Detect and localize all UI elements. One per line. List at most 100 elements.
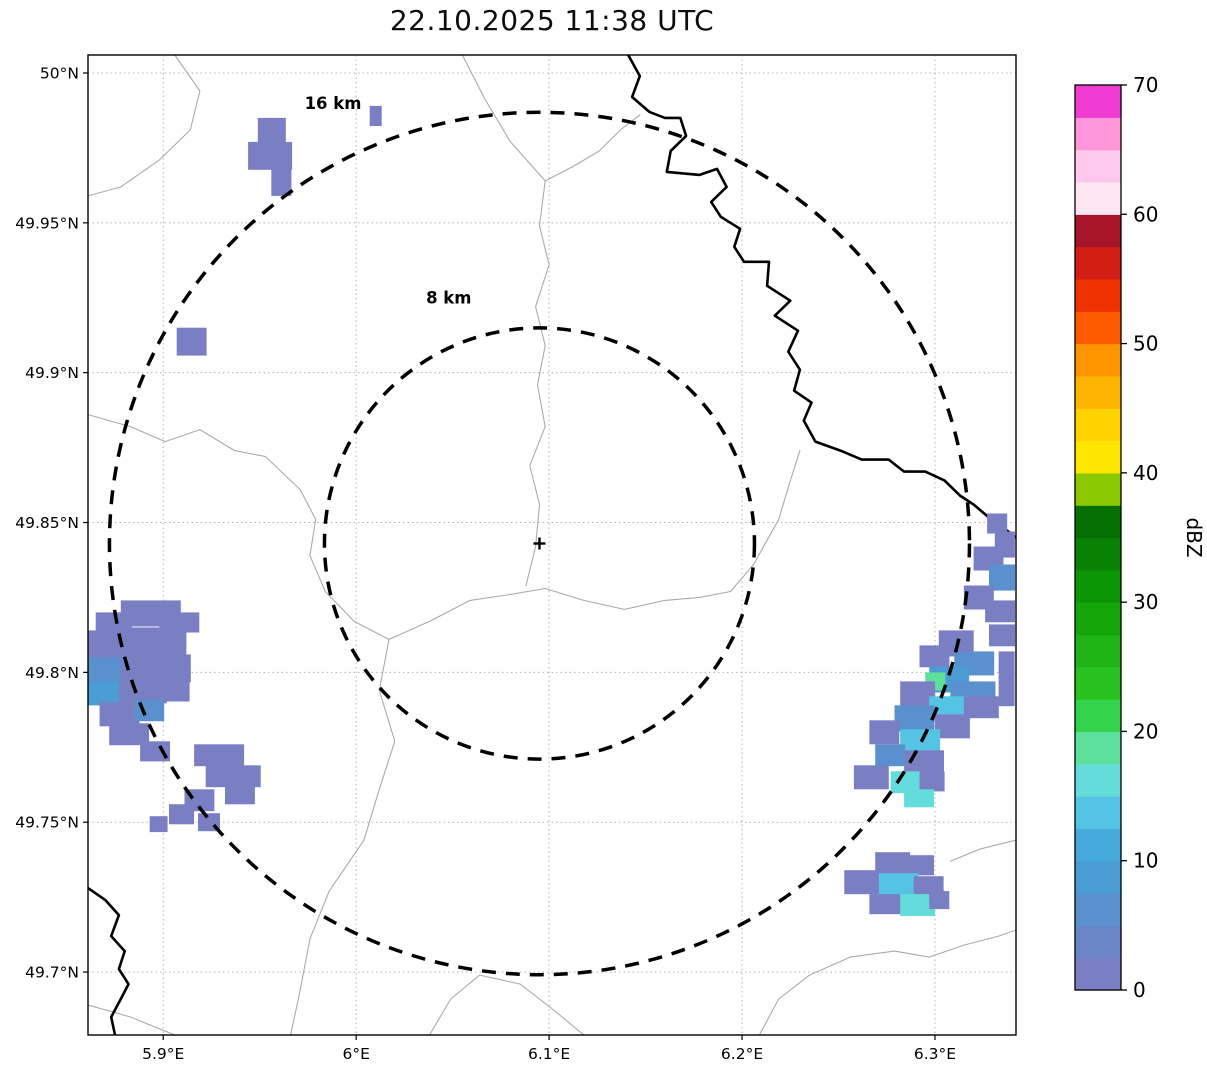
colorbar-segment (1075, 731, 1121, 765)
colorbar-title: dBZ (1182, 517, 1206, 557)
radar-cell (869, 720, 900, 745)
radar-cell (904, 855, 934, 876)
plot-frame (87, 54, 1017, 1036)
border-line-thin (544, 114, 641, 182)
colorbar-tick-label: 30 (1133, 590, 1158, 614)
border-line-thin (388, 450, 801, 640)
colorbar-segment (1075, 666, 1121, 700)
range-rings: 8 km 16 km (107, 94, 972, 977)
border-line-thin (949, 839, 1016, 862)
radar-cell (844, 870, 885, 895)
radar-cell (149, 816, 168, 833)
colorbar-segment (1075, 860, 1121, 894)
x-tick-label: 5.9°E (142, 1045, 184, 1063)
colorbar: 0 10 20 30 40 50 60 70 dBZ (1074, 73, 1206, 1002)
border-line-thick (626, 55, 1016, 539)
colorbar-tick-label: 10 (1133, 849, 1158, 873)
radar-cell (140, 741, 170, 762)
radar-cell (257, 117, 286, 144)
y-tick-label: 49.75°N (15, 814, 79, 832)
colorbar-segment (1075, 925, 1121, 959)
colorbar-segment (1075, 278, 1121, 312)
colorbar-tick-label: 0 (1133, 978, 1146, 1002)
range-ring-label: 8 km (426, 289, 471, 308)
radar-cell (875, 852, 911, 875)
radar-cell (225, 786, 255, 805)
radar-cell (176, 327, 207, 356)
colorbar-segment (1075, 569, 1121, 603)
radar-cell (271, 165, 292, 196)
colorbar-tick-label: 60 (1133, 202, 1158, 226)
colorbar-segment (1075, 149, 1121, 183)
radar-cell (919, 771, 945, 792)
radar-cell (929, 891, 950, 910)
radar-cell (998, 651, 1015, 707)
y-tick-label: 49.8°N (25, 664, 79, 682)
colorbar-segment (1075, 763, 1121, 797)
border-line-thin (758, 929, 1016, 1035)
x-tick-label: 6.1°E (528, 1045, 570, 1063)
radar-cell (369, 105, 382, 126)
radar-cell (149, 675, 190, 702)
colorbar-segment (1075, 537, 1121, 571)
colorbar-segment (1075, 343, 1121, 377)
border-line-thin (88, 1004, 176, 1035)
radar-cell (194, 744, 245, 767)
radar-cell (989, 624, 1015, 647)
colorbar-segment (1075, 828, 1121, 862)
colorbar-segment (1075, 408, 1121, 442)
range-ring (322, 326, 757, 761)
radar-cell (853, 765, 889, 790)
radar-cell (935, 714, 970, 739)
range-ring-label: 16 km (305, 94, 362, 113)
x-tick-label: 6°E (342, 1045, 369, 1063)
radar-cell (875, 744, 906, 767)
radar-cell (987, 513, 1008, 534)
x-tick-label: 6.3°E (914, 1045, 956, 1063)
radar-echo-cells (88, 105, 1015, 916)
y-tick-label: 49.95°N (15, 214, 79, 232)
colorbar-tick-label: 70 (1133, 73, 1158, 97)
colorbar-segment (1075, 311, 1121, 345)
border-line-thin (88, 414, 390, 640)
figure-title: 22.10.2025 11:38 UTC (389, 4, 715, 37)
colorbar-segment (1075, 181, 1121, 215)
border-line-thick (88, 886, 130, 1035)
colorbar-segment (1075, 85, 1121, 118)
radar-cell (904, 789, 934, 808)
radar-cell (130, 627, 187, 658)
radar-cell (869, 894, 905, 915)
range-ring (107, 110, 972, 977)
radar-cell (900, 894, 936, 916)
y-tick-label: 49.9°N (25, 364, 79, 382)
colorbar-tick-label: 50 (1133, 332, 1158, 356)
radar-cell (963, 696, 999, 719)
axes-frame: 5.9°E 6°E 6.1°E 6.2°E 6.3°E 50°N 49.95°N 49.9°N… (15, 54, 1017, 1063)
colorbar-tick-label: 40 (1133, 461, 1158, 485)
colorbar-segment (1075, 440, 1121, 474)
radar-cell (169, 804, 195, 825)
colorbar-segment (1075, 634, 1121, 668)
radar-cell (248, 141, 293, 170)
radar-cell (894, 705, 935, 732)
radar-cell (205, 765, 261, 788)
colorbar-segment (1075, 214, 1121, 248)
colorbar-segment (1075, 472, 1121, 506)
radar-cell (109, 723, 150, 746)
radar-cell (919, 645, 950, 668)
grid-lines (88, 55, 1016, 1035)
radar-cell (879, 873, 919, 898)
colorbar-segment (1075, 246, 1121, 280)
border-line-thin (88, 55, 201, 197)
colorbar-segment (1075, 375, 1121, 409)
colorbar-segment (1075, 602, 1121, 636)
colorbar-segment (1075, 893, 1121, 926)
colorbar-frame (1074, 84, 1122, 991)
colorbar-segment (1075, 117, 1121, 151)
radar-cell (88, 681, 125, 706)
y-tick-label: 49.7°N (25, 964, 79, 982)
border-line-thin (461, 55, 550, 587)
x-tick-label: 6.2°E (721, 1045, 763, 1063)
